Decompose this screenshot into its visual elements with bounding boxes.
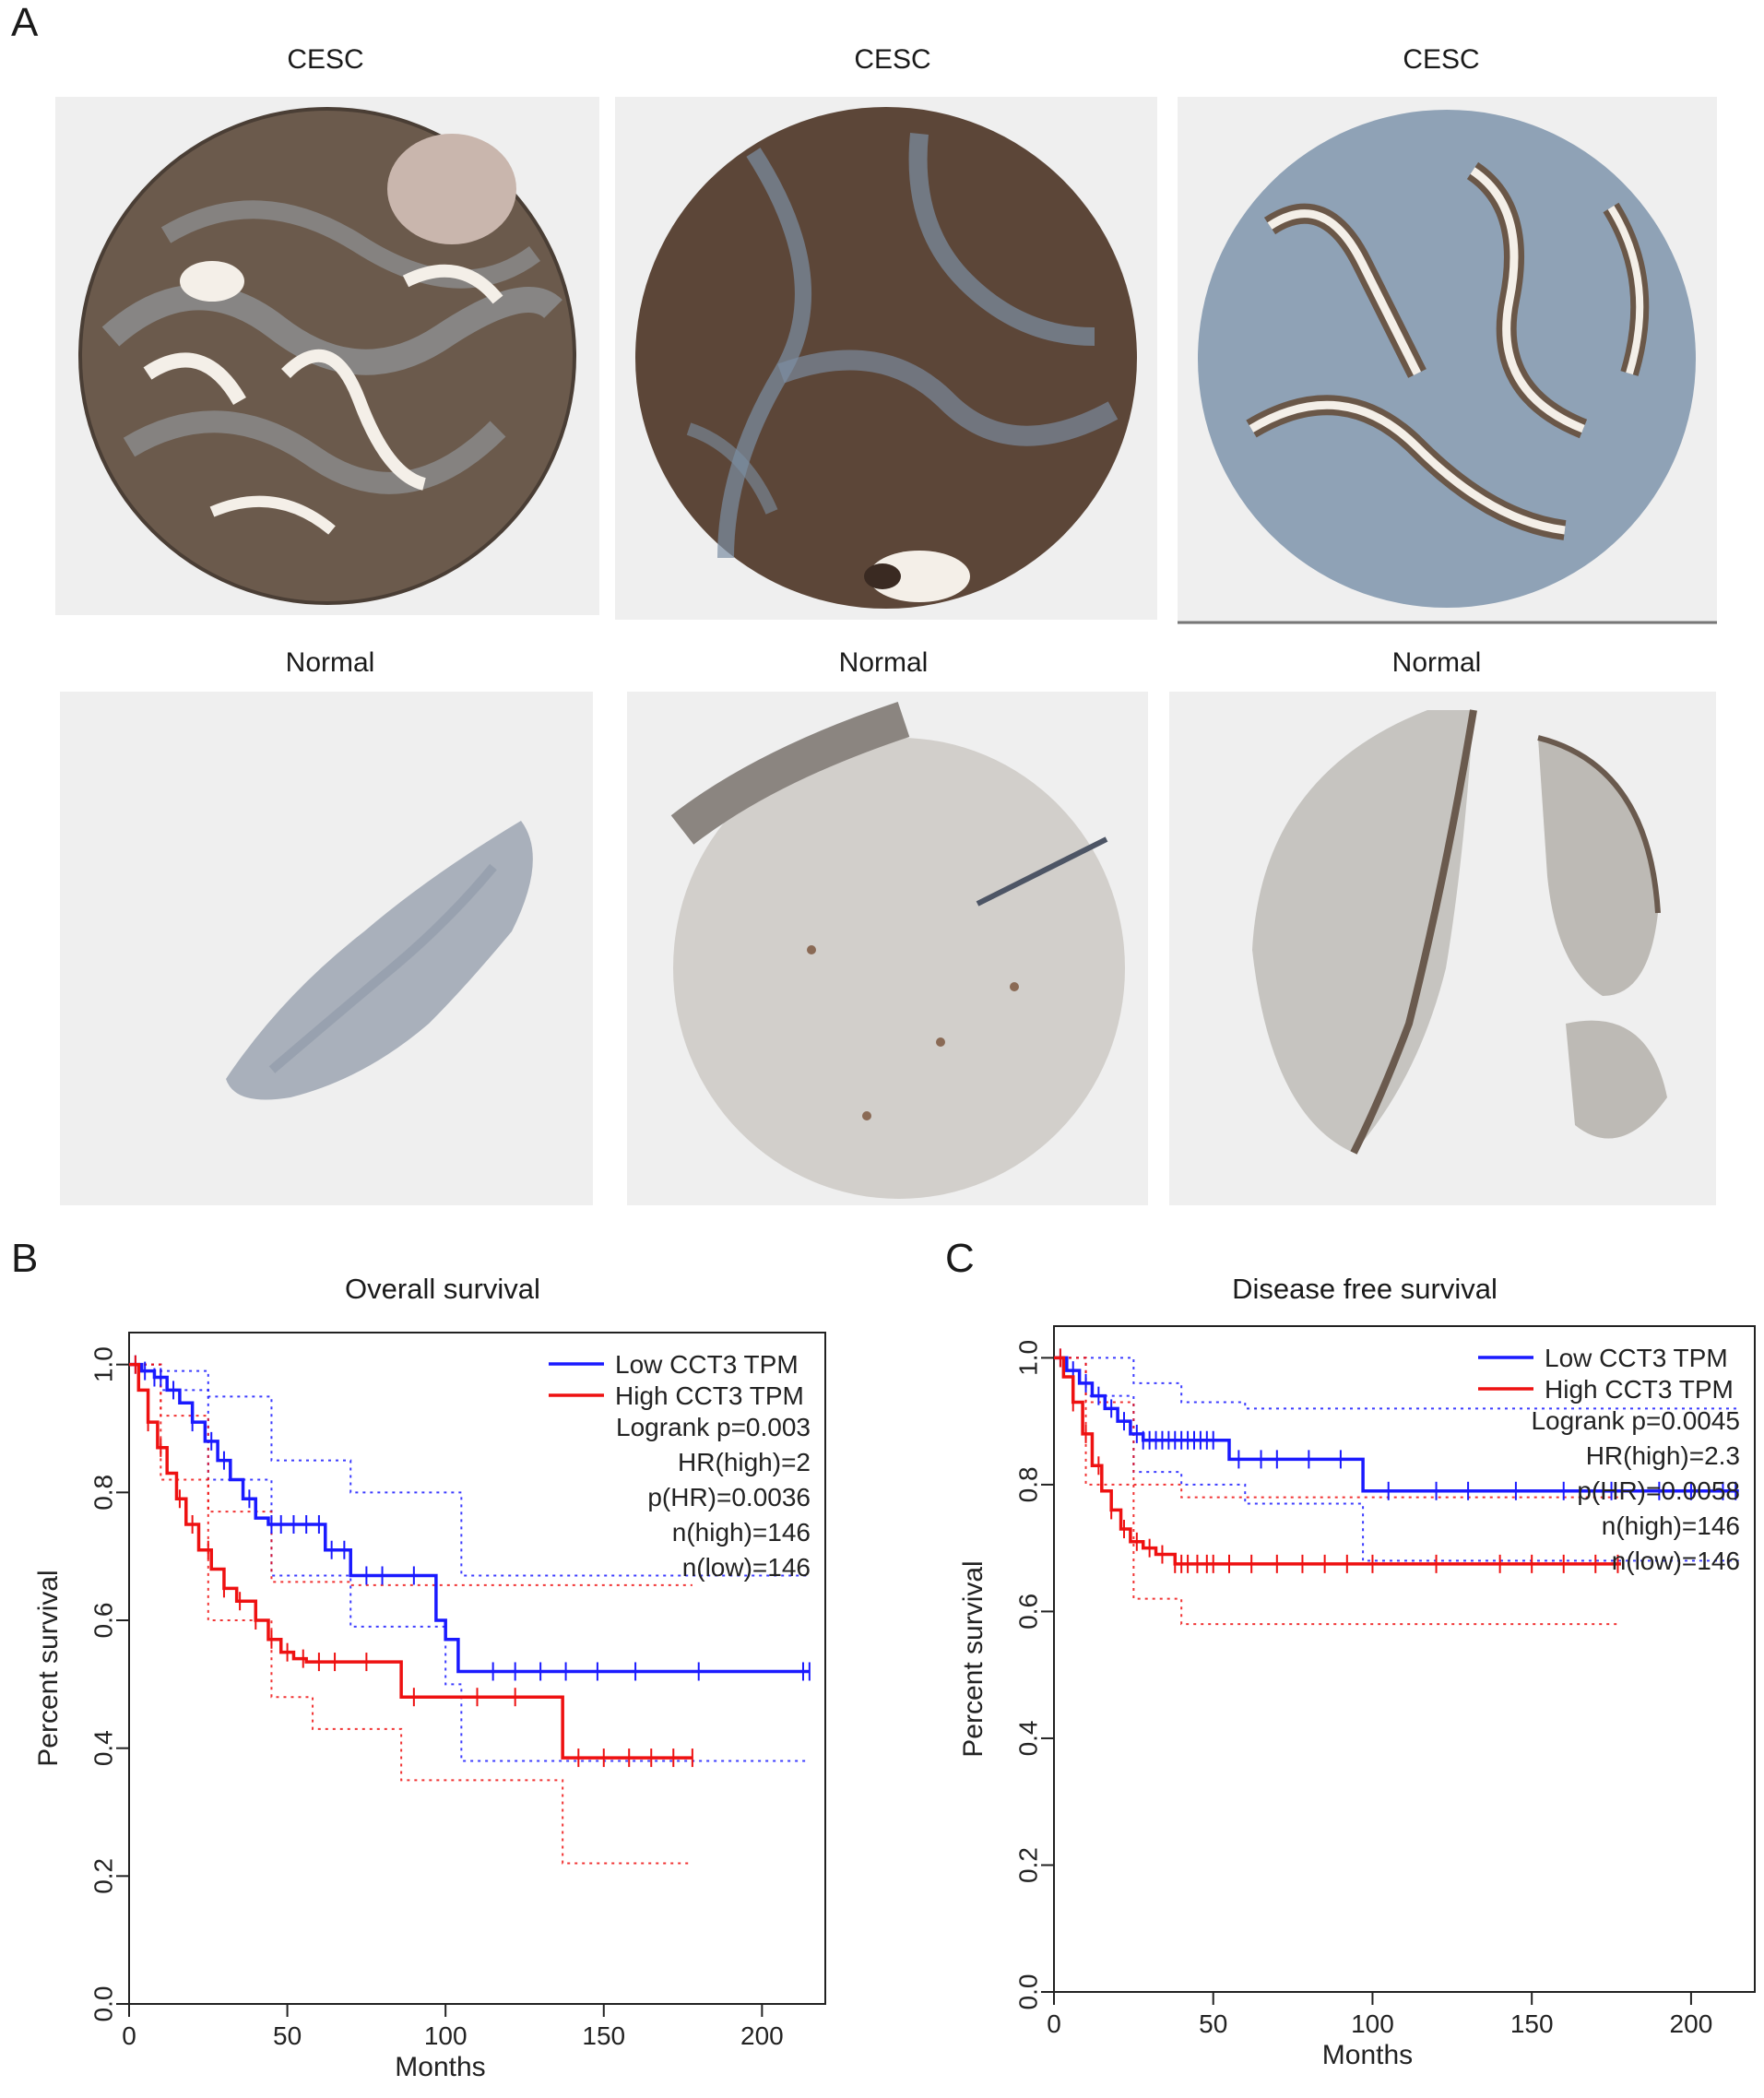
y-tick-label-0.6: 0.6 (89, 1603, 117, 1639)
stat-text-0: Logrank p=0.003 (616, 1413, 811, 1441)
x-tick-label-50: 50 (1199, 2009, 1227, 2038)
stat-text-1: HR(high)=2.3 (1586, 1441, 1740, 1470)
panel-label-a: A (11, 0, 39, 45)
x-tick-label-50: 50 (273, 2021, 302, 2050)
y-tick-label-0.8: 0.8 (1013, 1466, 1042, 1502)
stat-text-0: Logrank p=0.0045 (1531, 1406, 1740, 1435)
x-tick-label-150: 150 (582, 2021, 625, 2050)
plot-frame (1053, 1325, 1756, 1993)
disease-free-survival-chart: 0 50 100 150 200 0.0 0.2 0.4 0.6 0.8 1.0 Months Perc… (958, 1325, 1756, 2070)
ihc-tumor-image-3 (1178, 97, 1717, 624)
y-tick-label-0.2: 0.2 (89, 1858, 117, 1894)
ihc-normal-image-3 (1169, 692, 1716, 1205)
y-tick-label-0.4: 0.4 (89, 1730, 117, 1766)
x-tick-label-0: 0 (122, 2021, 136, 2050)
x-tick-label-100: 100 (1351, 2009, 1394, 2038)
stat-text-3: n(high)=146 (672, 1518, 811, 1547)
x-axis-label: Months (1322, 2040, 1413, 2070)
ihc-normal-image-1 (60, 692, 593, 1205)
x-tick-label-0: 0 (1047, 2009, 1061, 2038)
y-tick-label-0.0: 0.0 (1013, 1974, 1042, 2010)
x-tick-label-150: 150 (1510, 2009, 1554, 2038)
stat-text-2: p(HR)=0.0058 (1577, 1476, 1740, 1505)
y-tick-label-0.4: 0.4 (1013, 1720, 1042, 1756)
legend-label-low: Low CCT3 TPM (615, 1350, 799, 1379)
legend-label-low: Low CCT3 TPM (1545, 1344, 1728, 1372)
x-tick-label-200: 200 (1670, 2009, 1713, 2038)
ci-low-lower (129, 1363, 810, 1762)
x-axis-label: Months (395, 2052, 485, 2082)
y-tick-label-0.6: 0.6 (1013, 1594, 1042, 1630)
survival-curve-low (129, 1362, 810, 1674)
y-tick-label-0.8: 0.8 (89, 1475, 117, 1511)
tile-title-normal-1: Normal (285, 647, 375, 678)
ci-high-upper (129, 1363, 693, 1586)
y-axis-label: Percent survival (33, 1570, 64, 1766)
plot-title-disease-free-survival: Disease free survival (1232, 1273, 1498, 1305)
tile-title-normal-2: Normal (838, 647, 929, 678)
stat-text-4: n(low)=146 (1612, 1547, 1740, 1575)
stat-text-3: n(high)=146 (1602, 1511, 1740, 1540)
y-axis-label: Percent survival (958, 1560, 989, 1757)
plot-frame (128, 1332, 826, 2005)
survival-curve-low (1054, 1356, 1739, 1493)
tile-title-cesc-3: CESC (1403, 44, 1480, 75)
y-tick-label-0.2: 0.2 (1013, 1847, 1042, 1883)
tile-title-cesc-2: CESC (854, 44, 931, 75)
ci-high-lower (129, 1363, 693, 1865)
x-tick-label-200: 200 (740, 2021, 784, 2050)
tile-title-cesc-1: CESC (287, 44, 364, 75)
stat-text-2: p(HR)=0.0036 (647, 1483, 811, 1511)
panel-label-b: B (11, 1236, 39, 1281)
overall-survival-chart: 0 50 100 150 200 0.0 0.2 0.4 0.6 0.8 1.0 Months Perc… (33, 1332, 826, 2082)
legend-label-high: High CCT3 TPM (1545, 1375, 1734, 1404)
x-tick-label-100: 100 (424, 2021, 468, 2050)
stat-text-1: HR(high)=2 (678, 1448, 811, 1476)
y-tick-label-0.0: 0.0 (89, 1986, 117, 2022)
plot-title-overall-survival: Overall survival (345, 1273, 540, 1305)
survival-curve-high (129, 1362, 693, 1760)
y-tick-label-1.0: 1.0 (1013, 1340, 1042, 1376)
ihc-normal-image-2 (627, 692, 1148, 1205)
stat-text-4: n(low)=146 (682, 1553, 811, 1582)
tile-title-normal-3: Normal (1391, 647, 1482, 678)
panel-label-c: C (945, 1236, 975, 1281)
ihc-tumor-image-1 (55, 97, 599, 615)
ihc-tumor-image-2 (615, 97, 1157, 620)
y-tick-label-1.0: 1.0 (89, 1346, 117, 1382)
legend-label-high: High CCT3 TPM (615, 1381, 804, 1410)
